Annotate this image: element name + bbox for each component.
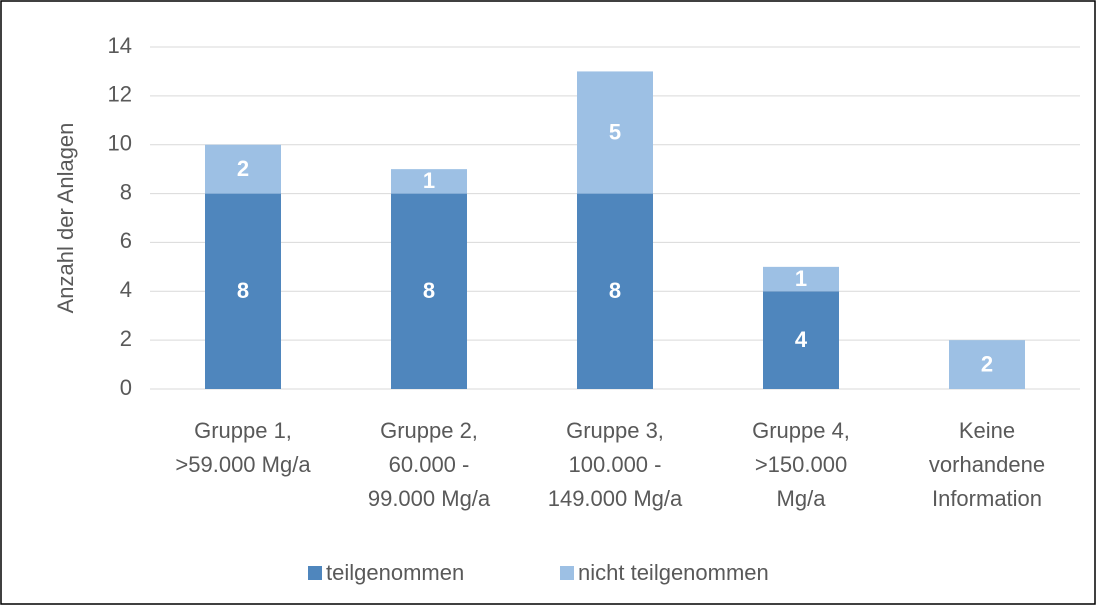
bar-segment — [577, 71, 653, 194]
x-tick-line: Keine — [959, 418, 1015, 443]
value-label: 1 — [795, 266, 807, 291]
bar-segment — [205, 144, 281, 194]
bar-segment — [391, 169, 467, 194]
x-tick-line: Mg/a — [777, 486, 827, 511]
x-tick-line: 100.000 - — [569, 452, 662, 477]
value-label: 8 — [237, 278, 249, 303]
bar-segment — [391, 193, 467, 389]
value-label: 2 — [981, 351, 993, 376]
y-tick-label: 0 — [120, 375, 132, 400]
legend-swatch — [308, 566, 322, 580]
x-tick-line: Gruppe 4, — [752, 418, 850, 443]
value-label: 2 — [237, 156, 249, 181]
x-tick-line: 149.000 Mg/a — [548, 486, 683, 511]
legend-swatch — [560, 566, 574, 580]
y-tick-label: 14 — [108, 33, 132, 58]
legend-label: teilgenommen — [326, 560, 464, 585]
x-tick-label: Keine vorhandene Information — [929, 418, 1045, 511]
x-tick-label: Gruppe 3, 100.000 - 149.000 Mg/a — [548, 418, 683, 511]
y-axis-label: Anzahl der Anlagen — [53, 123, 78, 314]
value-label: 4 — [795, 327, 808, 352]
x-tick-line: 60.000 - — [389, 452, 470, 477]
y-tick-label: 12 — [108, 82, 132, 107]
x-tick-label: Gruppe 1, >59.000 Mg/a — [175, 418, 311, 477]
x-tick-line: Gruppe 3, — [566, 418, 664, 443]
bar-segment — [577, 193, 653, 389]
x-tick-line: 99.000 Mg/a — [368, 486, 491, 511]
legend-label: nicht teilgenommen — [578, 560, 769, 585]
value-label: 8 — [423, 278, 435, 303]
y-tick-label: 6 — [120, 228, 132, 253]
bar-segment — [763, 266, 839, 292]
x-tick-label: Gruppe 2, 60.000 - 99.000 Mg/a — [368, 418, 491, 511]
x-tick-line: Gruppe 1, — [194, 418, 292, 443]
bar-segment — [949, 340, 1025, 389]
x-tick-line: vorhandene — [929, 452, 1045, 477]
bar-segment — [763, 291, 839, 389]
x-tick-line: Gruppe 2, — [380, 418, 478, 443]
value-label: 1 — [423, 168, 435, 193]
y-tick-label: 2 — [120, 326, 132, 351]
x-tick-line: Information — [932, 486, 1042, 511]
y-tick-label: 10 — [108, 131, 132, 156]
x-tick-line: >150.000 — [755, 452, 847, 477]
y-tick-label: 8 — [120, 179, 132, 204]
x-tick-label: Gruppe 4, >150.000 Mg/a — [752, 418, 850, 511]
x-tick-line: >59.000 Mg/a — [175, 452, 311, 477]
bar-segment — [205, 193, 281, 389]
y-tick-label: 4 — [120, 277, 132, 302]
value-label: 5 — [609, 119, 621, 144]
value-label: 8 — [609, 278, 621, 303]
